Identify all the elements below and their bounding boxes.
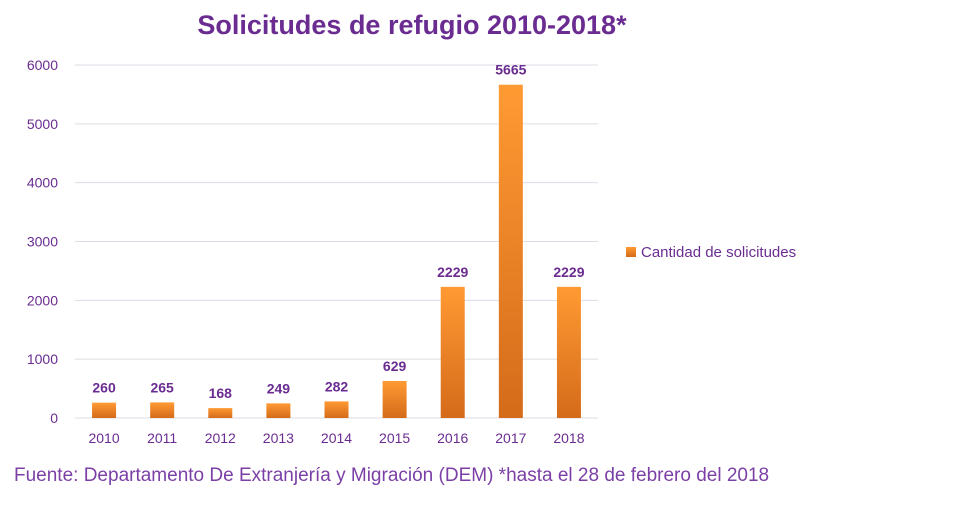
- bar-2014: [324, 401, 349, 418]
- bars: [92, 84, 581, 418]
- bar-2011: [150, 402, 175, 418]
- data-label-2017: 5665: [495, 62, 526, 78]
- data-label-2015: 629: [383, 358, 407, 374]
- data-label-2018: 2229: [553, 264, 584, 280]
- y-tick-label: 6000: [27, 57, 58, 73]
- y-axis-ticks: 0 1000 2000 3000 4000 5000 6000: [27, 57, 58, 426]
- gridlines: [75, 64, 598, 419]
- bar-2018: [556, 286, 581, 418]
- x-tick-label: 2011: [147, 430, 177, 446]
- x-tick-label: 2012: [205, 430, 236, 446]
- chart-title: Solicitudes de refugio 2010-2018*: [197, 10, 627, 40]
- x-tick-label: 2015: [379, 430, 410, 446]
- data-label-2013: 249: [267, 380, 291, 396]
- y-tick-label: 2000: [27, 292, 58, 308]
- x-tick-label: 2016: [437, 430, 468, 446]
- bar-2013: [266, 403, 291, 418]
- legend: Cantidad de solicitudes: [626, 244, 796, 261]
- y-tick-label: 3000: [27, 234, 58, 250]
- bar-2017: [498, 84, 523, 418]
- y-tick-label: 1000: [27, 351, 58, 367]
- data-label-2010: 260: [92, 380, 116, 396]
- x-tick-label: 2010: [88, 430, 119, 446]
- x-tick-label: 2014: [321, 430, 352, 446]
- source-footnote: Fuente: Departamento De Extranjería y Mi…: [14, 465, 770, 486]
- legend-label: Cantidad de solicitudes: [641, 244, 796, 261]
- data-label-2016: 2229: [437, 264, 468, 280]
- x-axis-ticks: 2010 2011 2012 2013 2014 2015 2016 2017 2018: [88, 430, 584, 446]
- x-tick-label: 2017: [495, 430, 526, 446]
- data-label-2014: 282: [325, 378, 349, 394]
- legend-swatch: [626, 247, 636, 257]
- data-label-2012: 168: [209, 385, 233, 401]
- y-tick-label: 5000: [27, 116, 58, 132]
- data-label-2011: 265: [150, 379, 174, 395]
- bar-2015: [382, 380, 407, 418]
- data-labels: 260 265 168 249 282 629 2229 5665 2229: [92, 62, 584, 401]
- y-tick-label: 0: [50, 410, 58, 426]
- y-tick-label: 4000: [27, 175, 58, 191]
- bar-2010: [92, 402, 117, 418]
- bar-2012: [208, 408, 233, 418]
- bar-2016: [440, 286, 465, 418]
- x-tick-label: 2013: [263, 430, 294, 446]
- x-tick-label: 2018: [553, 430, 584, 446]
